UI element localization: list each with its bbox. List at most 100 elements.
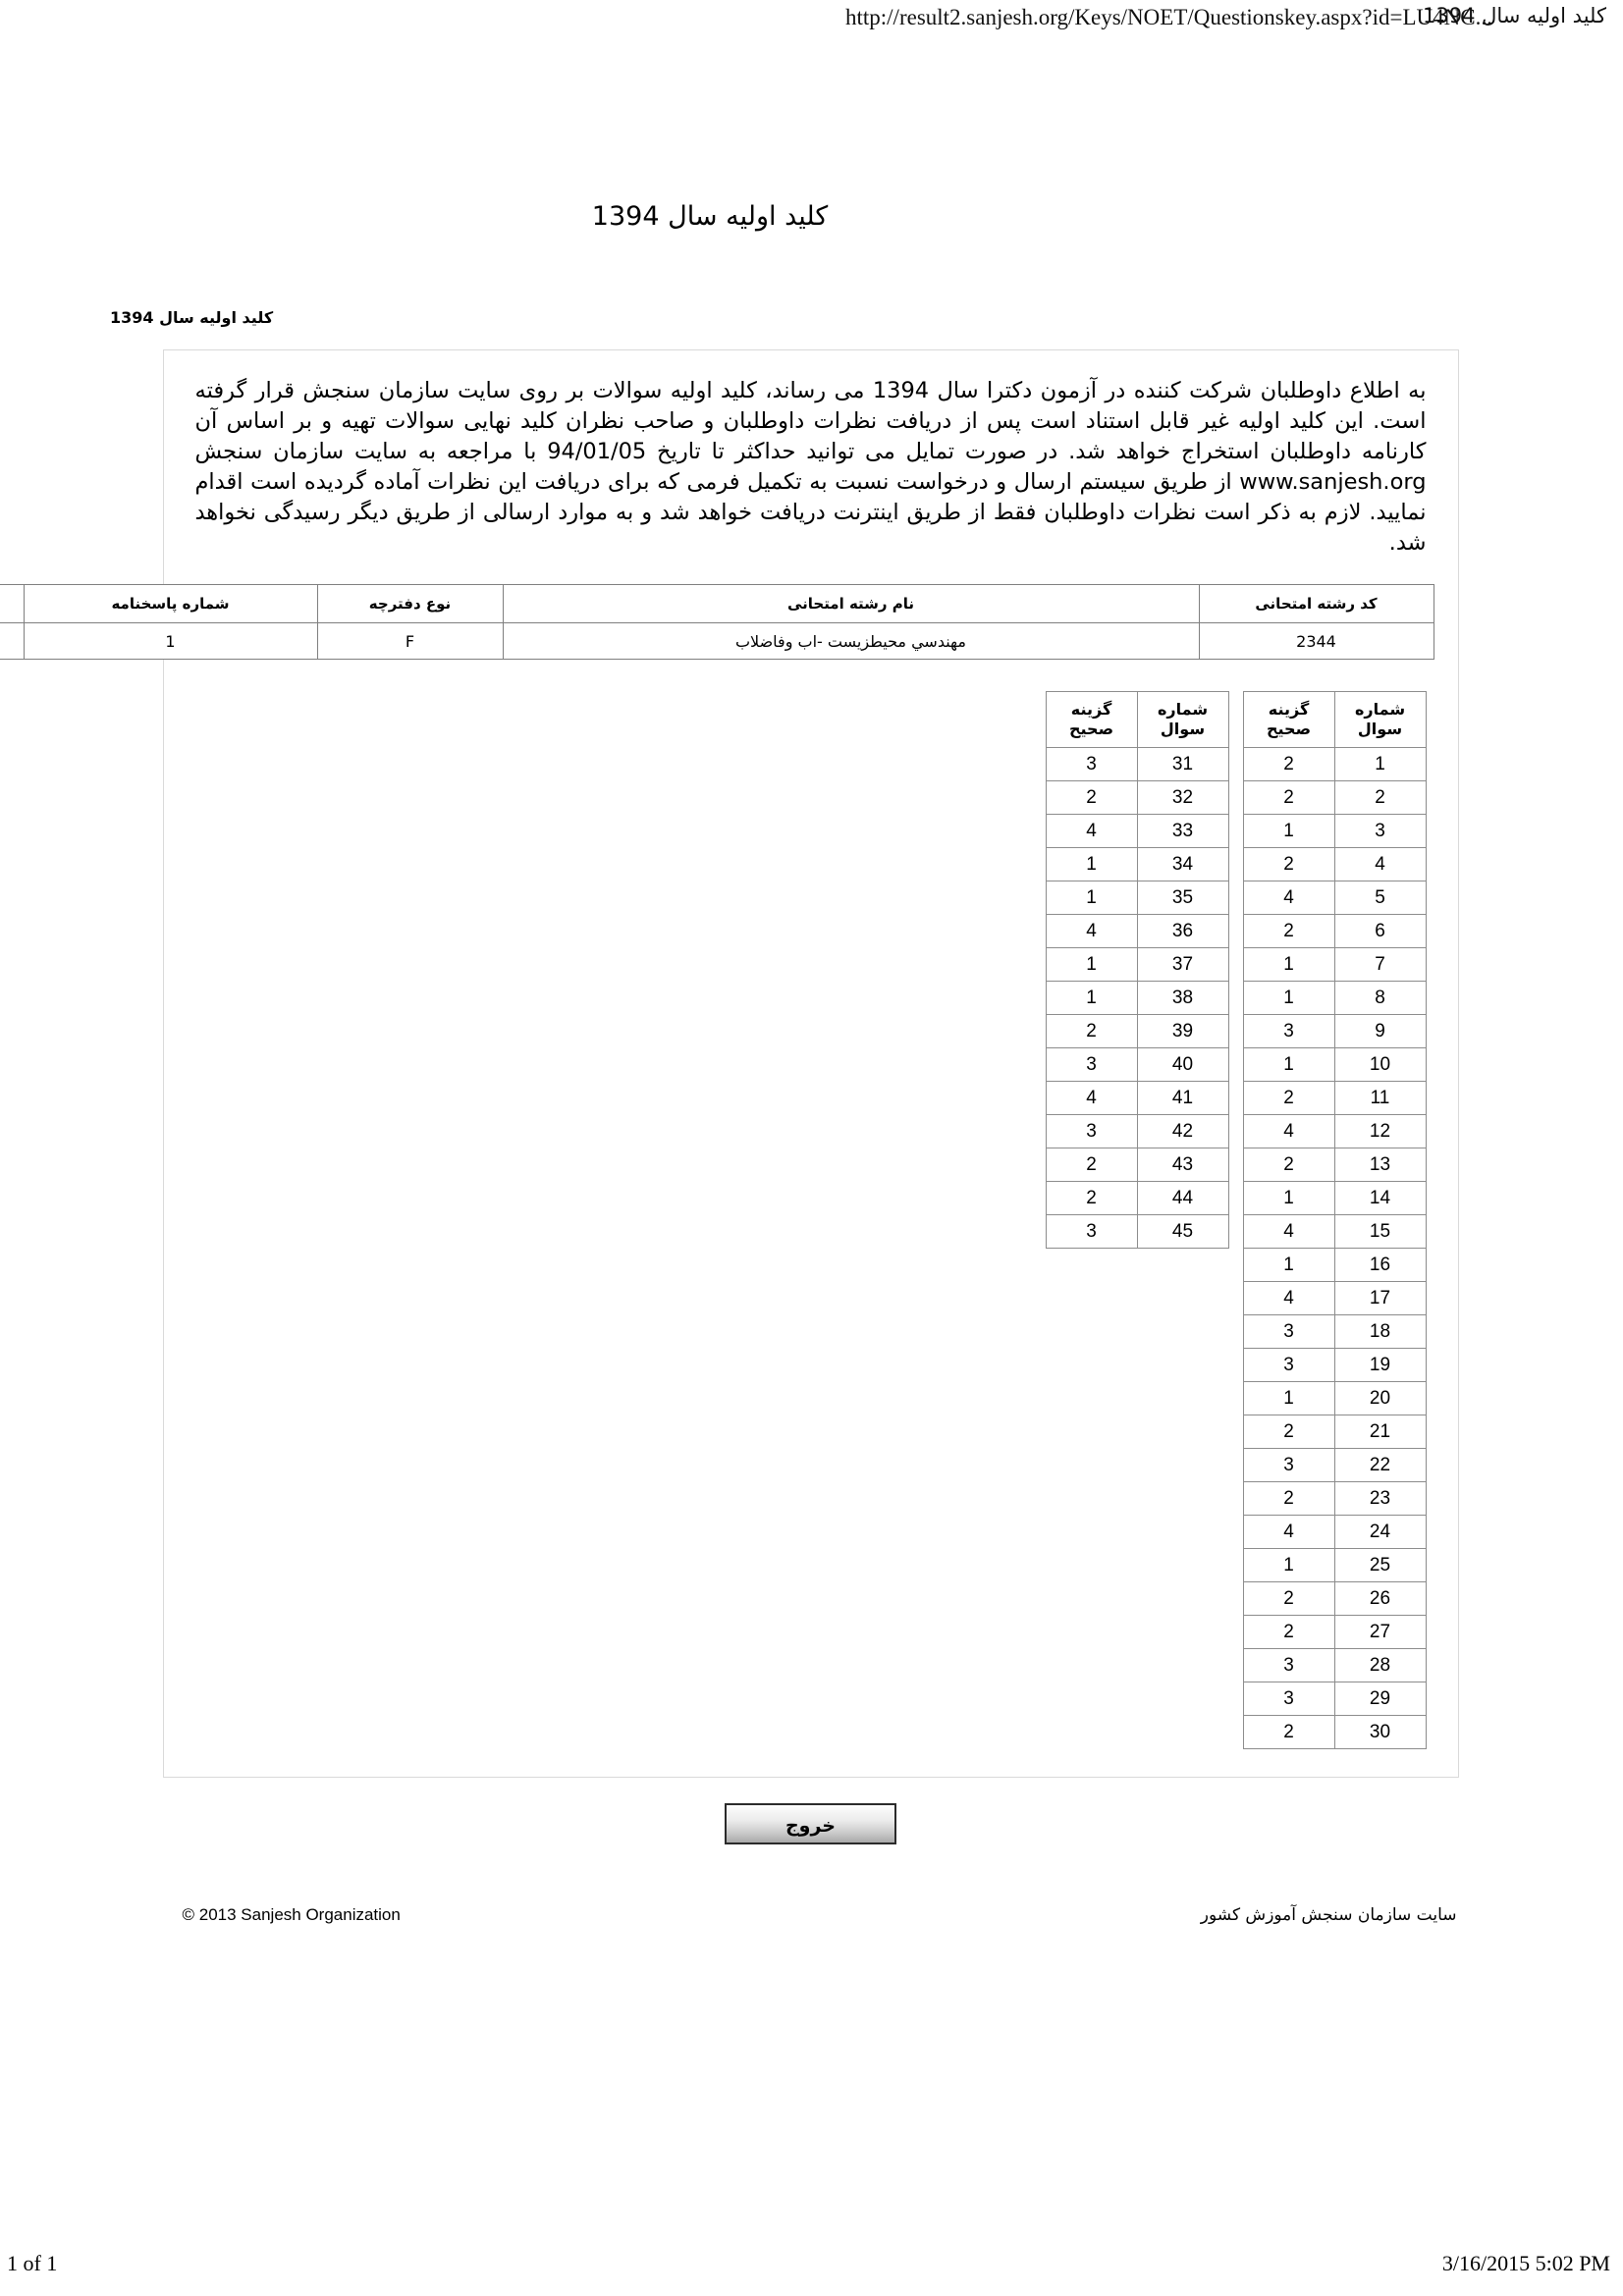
question-number-cell: 33 xyxy=(1137,814,1230,848)
print-footer: 1 of 1 3/16/2015 5:02 PM xyxy=(0,2251,1623,2280)
question-number-cell: 13 xyxy=(1334,1148,1428,1182)
question-number-cell: 1 xyxy=(1334,747,1428,781)
question-number-cell: 42 xyxy=(1137,1114,1230,1148)
question-number-cell: 22 xyxy=(1334,1448,1428,1482)
correct-option-cell: 4 xyxy=(1243,1214,1336,1249)
correct-option-cell: 1 xyxy=(1046,947,1139,982)
question-number-cell: 40 xyxy=(1137,1047,1230,1082)
answer-key-row: 35 1 xyxy=(1046,881,1230,915)
correct-option-cell: 3 xyxy=(1046,1047,1139,1082)
page-title: کلید اولیه سال 1394 xyxy=(592,201,830,232)
correct-option-cell: 2 xyxy=(1243,1148,1336,1182)
answer-key-row: 28 3 xyxy=(1243,1648,1428,1682)
exam-info-table: کد رشته امتحانی نام رشته امتحانی نوع دفت… xyxy=(0,584,1435,660)
correct-option-cell: 2 xyxy=(1046,1148,1139,1182)
print-header-document-title: کلید اولیه سال 1394 xyxy=(1423,4,1607,27)
exit-button[interactable]: خروج xyxy=(726,1803,897,1844)
question-number-cell: 32 xyxy=(1137,780,1230,815)
answer-key-body-second: 31 3 32 2 33 4 34 1 35 1 36 4 37 1 38 1 39 2 40 3 41 4 42 3 43 2 4… xyxy=(1046,747,1230,1249)
value-booklet-type: F xyxy=(317,622,505,660)
answer-key-header-row: شماره سوال گزینه صحیح xyxy=(1243,691,1428,748)
question-number-cell: 24 xyxy=(1334,1515,1428,1549)
answer-key-row: 40 3 xyxy=(1046,1047,1230,1082)
correct-option-cell: 1 xyxy=(1243,1548,1336,1582)
answer-key-row: 16 1 xyxy=(1243,1248,1428,1282)
correct-option-cell: 2 xyxy=(1243,1415,1336,1449)
correct-option-cell: 1 xyxy=(1046,981,1139,1015)
answer-key-row: 20 1 xyxy=(1243,1381,1428,1415)
header-question-number: شماره سوال xyxy=(1334,691,1428,748)
question-number-cell: 7 xyxy=(1334,947,1428,982)
answer-key-row: 14 1 xyxy=(1243,1181,1428,1215)
question-number-cell: 20 xyxy=(1334,1381,1428,1415)
question-number-cell: 17 xyxy=(1334,1281,1428,1315)
exam-info-header-row: کد رشته امتحانی نام رشته امتحانی نوع دفت… xyxy=(0,584,1435,623)
correct-option-cell: 4 xyxy=(1046,1081,1139,1115)
correct-option-cell: 1 xyxy=(1243,1248,1336,1282)
answer-key-table-second: شماره سوال گزینه صحیح 31 3 32 2 33 4 34 1 35 1 36 4… xyxy=(1046,691,1230,1249)
answer-key-row: 44 2 xyxy=(1046,1181,1230,1215)
question-number-cell: 2 xyxy=(1334,780,1428,815)
answer-key-row: 19 3 xyxy=(1243,1348,1428,1382)
question-number-cell: 5 xyxy=(1334,881,1428,915)
question-number-cell: 38 xyxy=(1137,981,1230,1015)
correct-option-cell: 1 xyxy=(1243,1047,1336,1082)
question-number-cell: 21 xyxy=(1334,1415,1428,1449)
correct-option-cell: 4 xyxy=(1243,1114,1336,1148)
correct-option-cell: 1 xyxy=(1046,847,1139,881)
header-correct-option: گزینه صحیح xyxy=(1243,691,1336,748)
question-number-cell: 14 xyxy=(1334,1181,1428,1215)
correct-option-cell: 3 xyxy=(1243,1648,1336,1682)
header-question-number: شماره سوال xyxy=(1137,691,1230,748)
correct-option-cell: 2 xyxy=(1243,1581,1336,1616)
value-answer-sheet-no: 1 xyxy=(24,622,319,660)
question-number-cell: 35 xyxy=(1137,881,1230,915)
value-exam-field-name: مهندسي محيطزيست -اب وفاضلاب xyxy=(503,622,1201,660)
answer-key-body-first: 1 2 2 2 3 1 4 2 5 4 6 2 7 1 8 1 9 3 10 1 11 2 12 4 13 2 14 1 15 4 16 1 1… xyxy=(1243,747,1428,1749)
question-number-cell: 9 xyxy=(1334,1014,1428,1048)
answer-key-row: 12 4 xyxy=(1243,1114,1428,1148)
question-number-cell: 31 xyxy=(1137,747,1230,781)
page-content: کلید اولیه سال 1394 کلید اولیه سال 1394 … xyxy=(0,147,1623,1939)
question-number-cell: 37 xyxy=(1137,947,1230,982)
correct-option-cell: 3 xyxy=(1243,1682,1336,1716)
correct-option-cell: 1 xyxy=(1046,881,1139,915)
correct-option-cell: 2 xyxy=(1243,1081,1336,1115)
notice-paragraph: به اطلاع داوطلبان شرکت کننده در آزمون دک… xyxy=(195,378,1428,556)
correct-option-cell: 3 xyxy=(1243,1348,1336,1382)
answer-key-row: 43 2 xyxy=(1046,1148,1230,1182)
correct-option-cell: 1 xyxy=(1243,814,1336,848)
site-footer-organization-name: سایت سازمان سنجش آموزش کشور xyxy=(1201,1905,1458,1925)
correct-option-cell: 1 xyxy=(1243,1181,1336,1215)
question-number-cell: 29 xyxy=(1334,1682,1428,1716)
answer-key-row: 22 3 xyxy=(1243,1448,1428,1482)
answer-key-row: 42 3 xyxy=(1046,1114,1230,1148)
correct-option-cell: 3 xyxy=(1046,747,1139,781)
section-subtitle: کلید اولیه سال 1394 xyxy=(111,308,275,327)
question-number-cell: 18 xyxy=(1334,1314,1428,1349)
answer-key-row: 39 2 xyxy=(1046,1014,1230,1048)
question-number-cell: 43 xyxy=(1137,1148,1230,1182)
correct-option-cell: 2 xyxy=(1243,780,1336,815)
answer-key-row: 37 1 xyxy=(1046,947,1230,982)
correct-option-cell: 1 xyxy=(1243,947,1336,982)
answer-key-row: 15 4 xyxy=(1243,1214,1428,1249)
header-correct-option: گزینه صحیح xyxy=(1046,691,1139,748)
header-booklet-type: نوع دفترچه xyxy=(317,584,505,623)
question-number-cell: 26 xyxy=(1334,1581,1428,1616)
answer-key-row: 17 4 xyxy=(1243,1281,1428,1315)
exit-button-row: خروج xyxy=(164,1803,1460,1844)
correct-option-cell: 3 xyxy=(1243,1314,1336,1349)
question-number-cell: 6 xyxy=(1334,914,1428,948)
correct-option-cell: 4 xyxy=(1046,814,1139,848)
answer-key-row: 45 3 xyxy=(1046,1214,1230,1249)
correct-option-cell: 4 xyxy=(1243,1281,1336,1315)
question-number-cell: 25 xyxy=(1334,1548,1428,1582)
question-number-cell: 34 xyxy=(1137,847,1230,881)
